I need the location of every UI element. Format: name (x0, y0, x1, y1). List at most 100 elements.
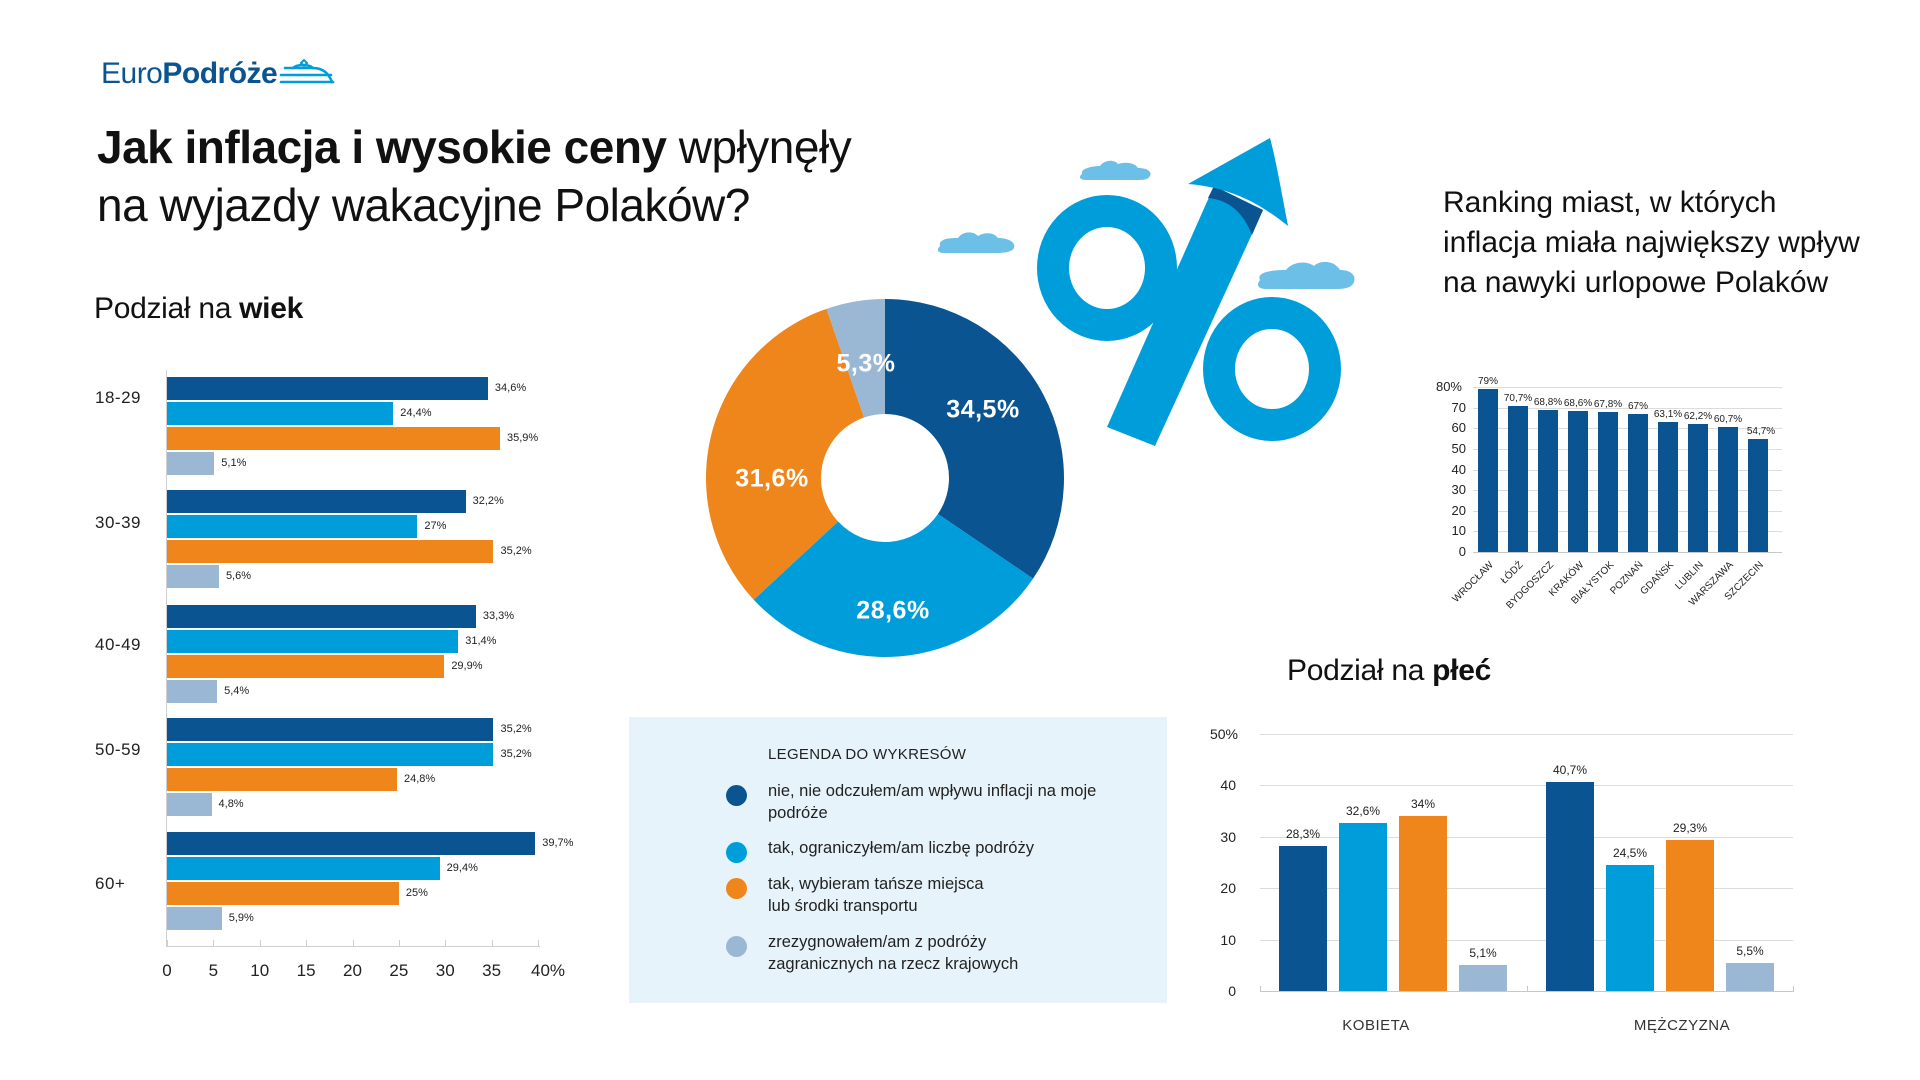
gender-bar-value: 28,3% (1285, 826, 1321, 841)
age-y-axis-line (166, 370, 167, 947)
gender-bar (1726, 962, 1774, 991)
age-bar-value: 5,6% (225, 570, 252, 582)
age-x-tick (352, 940, 354, 947)
donut-slice (885, 299, 1064, 579)
cloud-icon (937, 160, 1355, 289)
age-x-tick-label: 15 (296, 961, 316, 980)
gender-gridline (1260, 888, 1793, 890)
gender-bar (1606, 865, 1654, 991)
legend-dot-dark-blue-icon (726, 785, 747, 806)
ranking-bar-value: 67% (1627, 400, 1649, 412)
gender-bar-value: 24,5% (1612, 846, 1648, 861)
age-bar-value: 25% (405, 887, 428, 899)
legend-item-domestic: zrezygnowałem/am z podróży zagranicznych… (726, 931, 1068, 975)
gender-category-label: KOBIETA (1342, 1017, 1410, 1034)
legend-dot-blue-icon (726, 842, 747, 863)
city-ranking-bar-chart: 0 10 20 30 40 50 60 70 80% 79% WROCŁAW 70,7% ŁÓDŹ 68,… (0, 0, 1920, 611)
ranking-gridline (1473, 552, 1782, 553)
age-bar-value: 33,3% (482, 610, 515, 622)
ranking-gridline (1473, 448, 1782, 450)
age-bar (167, 907, 222, 930)
gender-section-heading: Podział na płeć (1287, 654, 1491, 687)
gender-bar-value: 5,5% (1736, 943, 1764, 958)
age-bar-value: 4,8% (218, 798, 244, 810)
age-bar (167, 565, 219, 588)
age-bar (167, 768, 398, 791)
gender-x-tick (1260, 986, 1261, 992)
age-bar-value: 35,2% (500, 723, 532, 735)
age-bar-value: 29,9% (451, 660, 483, 672)
age-x-tick-label: 30 (435, 961, 455, 980)
gender-gridline (1260, 836, 1793, 838)
percent-circle-top (1037, 195, 1177, 341)
age-bar (167, 605, 476, 628)
age-bar (167, 882, 399, 905)
title-rest: wpłynęły (666, 121, 852, 173)
ranking-city-label: WROCŁAW (1450, 559, 1496, 605)
age-bar (167, 490, 466, 513)
age-x-tick-label: 0 (162, 961, 172, 980)
age-bar (167, 680, 218, 703)
age-bar (167, 857, 440, 880)
ranking-y-tick-label: 0 (1458, 544, 1466, 559)
age-bar-value: 29,4% (446, 862, 478, 874)
age-bar (167, 427, 500, 450)
ranking-gridline (1473, 428, 1782, 430)
age-bar-value: 34,6% (494, 382, 527, 394)
age-x-tick-label: 5 (208, 961, 219, 980)
page-title: Jak inflacja i wysokie ceny wpłynęły na … (97, 118, 997, 234)
age-group-label: 50-59 (95, 740, 141, 759)
age-bar-value: 35,9% (506, 432, 539, 444)
age-bar (167, 630, 459, 653)
percent-arrow-illustration (937, 138, 1355, 446)
age-bar (167, 743, 494, 766)
ranking-gridline (1473, 387, 1782, 388)
gender-bar (1399, 816, 1447, 991)
ranking-bar (1748, 439, 1768, 552)
donut-slice (706, 308, 865, 600)
age-x-axis-line (167, 946, 540, 947)
age-x-tick-label: 25 (389, 961, 409, 980)
gender-y-tick-label: 10 (1220, 931, 1236, 948)
ranking-gridline (1473, 490, 1782, 492)
ranking-y-tick-label: 60 (1451, 420, 1466, 436)
ranking-bar (1598, 412, 1618, 552)
ranking-bar-value: 62,2% (1683, 410, 1713, 422)
age-bar (167, 377, 488, 400)
gender-bar (1546, 781, 1594, 991)
ranking-bar (1688, 423, 1708, 552)
ranking-y-tick-label: 80% (1435, 379, 1462, 394)
age-x-tick (167, 940, 168, 947)
gender-y-tick-label: 30 (1220, 828, 1236, 845)
donut-slice (826, 299, 885, 418)
ranking-bar-value: 70,7% (1503, 393, 1533, 405)
ranking-y-tick-label: 70 (1451, 399, 1466, 415)
ranking-y-tick-label: 20 (1451, 502, 1466, 518)
age-bar-value: 31,4% (465, 635, 497, 647)
age-group-label: 60+ (95, 874, 126, 893)
donut-slice (753, 513, 1034, 657)
age-x-tick (213, 940, 215, 947)
age-group-label: 40-49 (95, 635, 141, 654)
age-bar-value: 27% (424, 520, 447, 532)
gender-gridline (1260, 734, 1793, 735)
ranking-bar (1478, 389, 1498, 552)
age-bar-value: 24,8% (404, 773, 436, 785)
gender-gridline (1260, 785, 1793, 787)
gender-y-tick-label: 20 (1220, 880, 1236, 897)
gender-y-tick-label: 40 (1220, 777, 1236, 794)
legend-dot-light-blue-icon (726, 936, 747, 957)
ranking-heading: Ranking miast, w których inflacja miała … (1443, 186, 1860, 299)
donut-slice-label: 28,6% (856, 596, 930, 625)
ranking-bar-value: 79% (1477, 376, 1499, 388)
logo-text-podroze: Podróże (162, 57, 278, 90)
ranking-bar (1658, 421, 1678, 552)
gender-bar-chart: 0 10 20 30 40 50% 28,3% 32,6% 34% 5,1% KOBIETA 40,7… (0, 0, 1920, 1034)
age-x-tick-label: 20 (343, 961, 362, 980)
age-x-tick (398, 940, 400, 947)
ranking-bar-value: 63,1% (1653, 408, 1683, 420)
brand-logo: Euro Podróże (101, 54, 335, 90)
age-x-tick (445, 940, 447, 947)
percent-circle-bottom (1203, 297, 1341, 441)
age-bar (167, 793, 212, 816)
